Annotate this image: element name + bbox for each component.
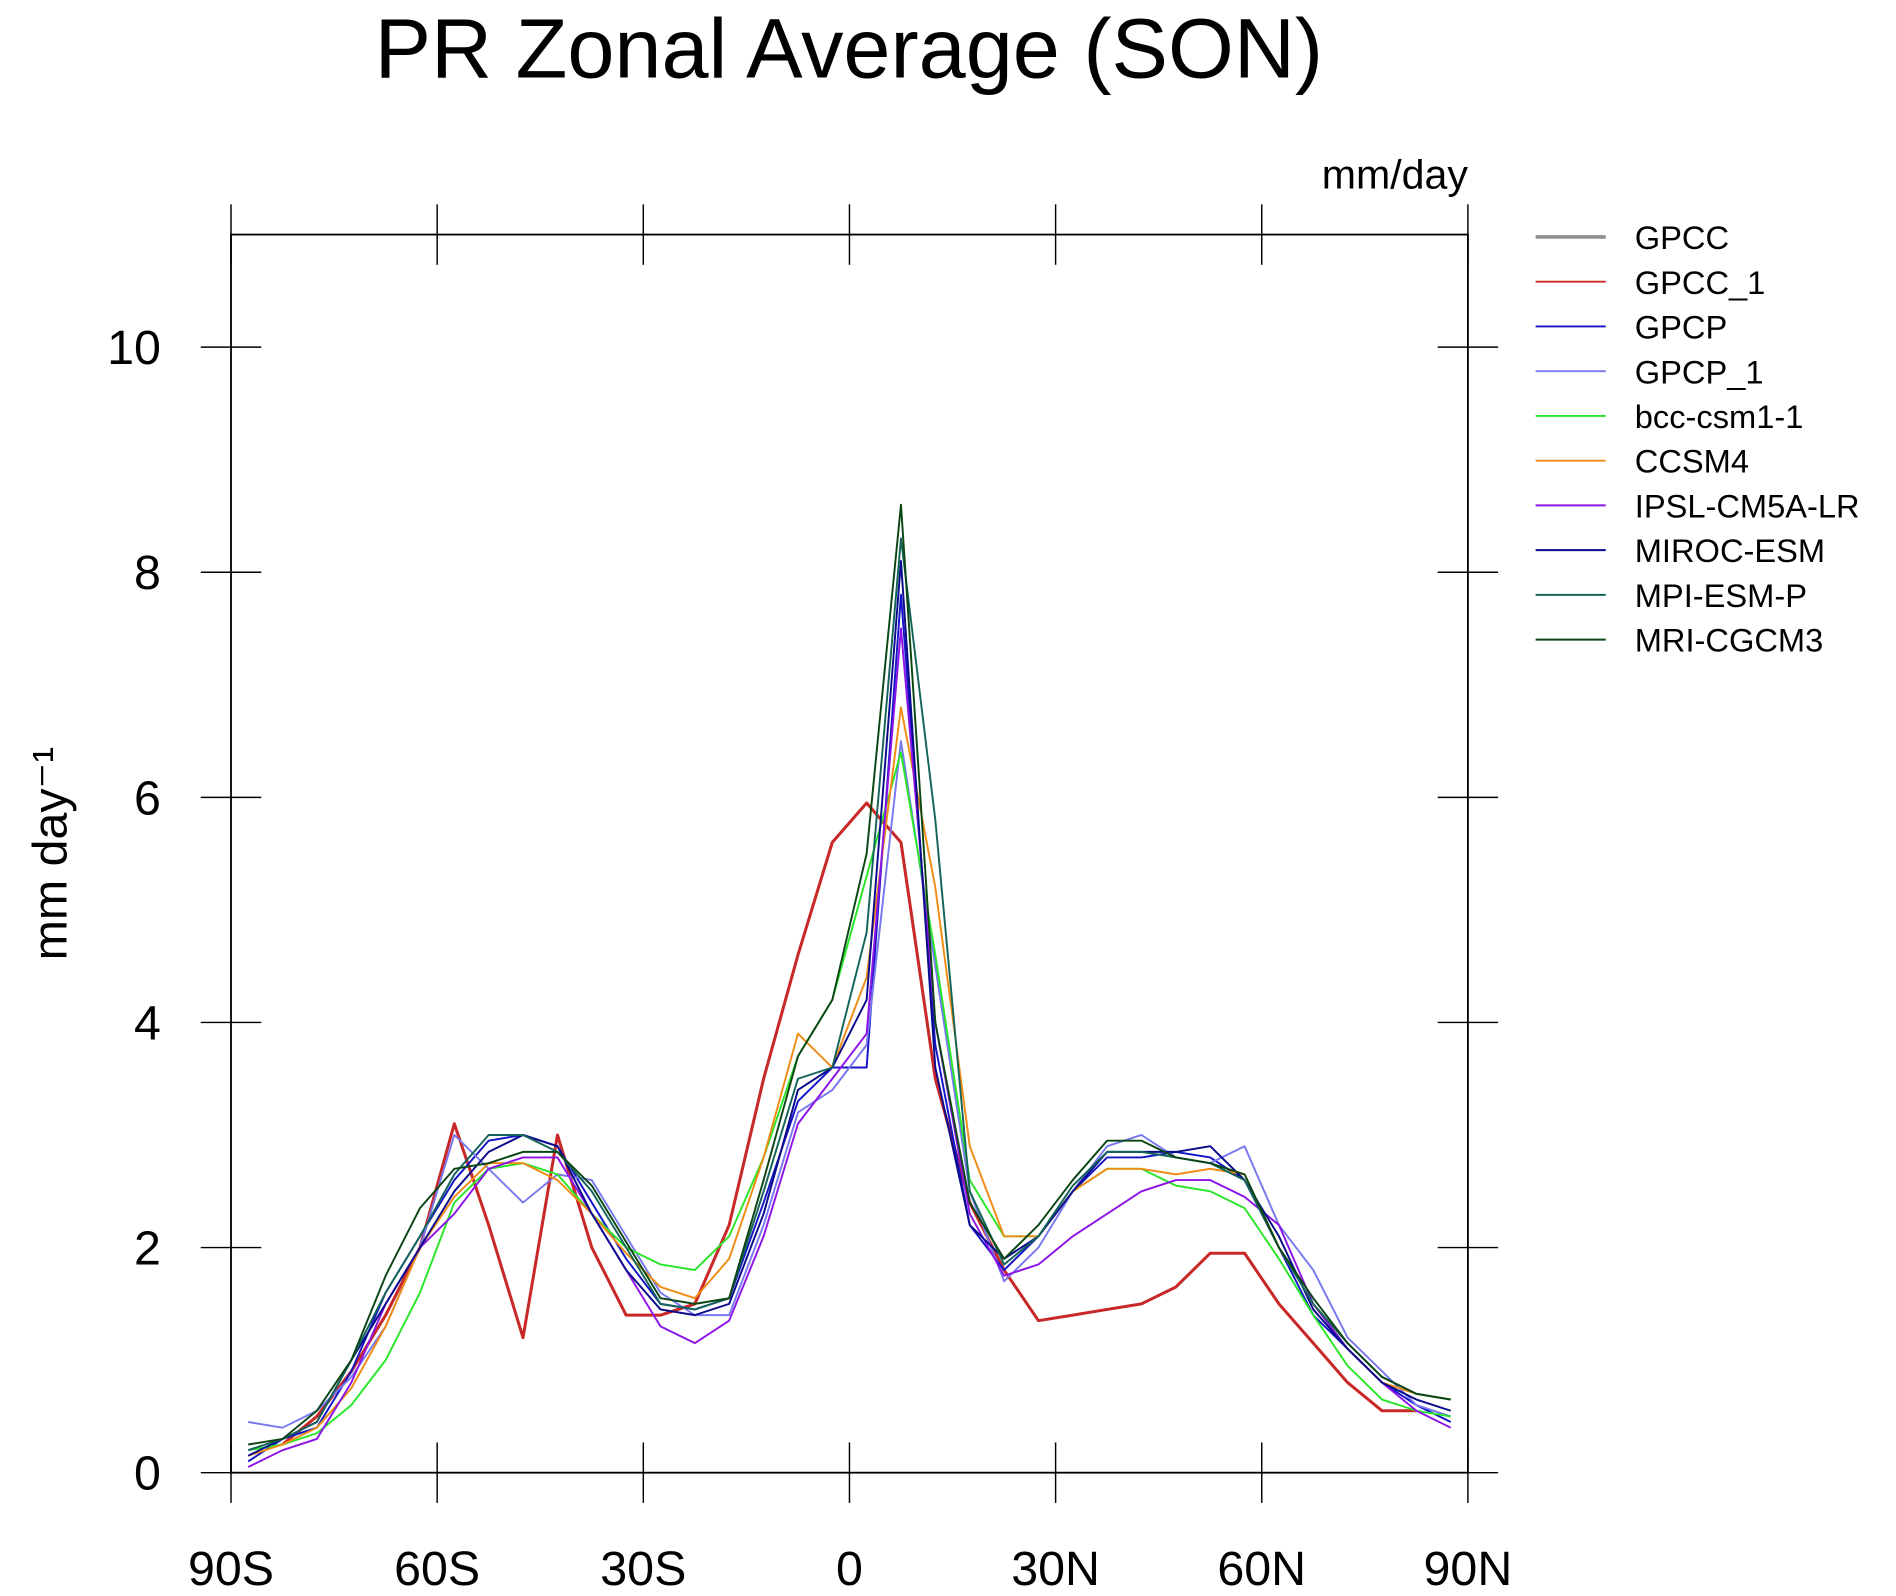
legend-label: CCSM4 <box>1635 443 1749 480</box>
series-line <box>248 740 1452 1429</box>
x-tick-label: 60S <box>394 1542 480 1596</box>
legend-label: GPCC_1 <box>1635 264 1766 301</box>
series-line <box>247 706 1451 1457</box>
legend-label: IPSL-CM5A-LR <box>1635 487 1860 524</box>
legend-label: GPCC <box>1635 219 1729 256</box>
legend-label: MRI-CGCM3 <box>1635 622 1824 659</box>
series-line <box>248 751 1451 1452</box>
series-line <box>247 593 1452 1463</box>
y-tick-label: 8 <box>134 546 161 600</box>
y-tick-label: 10 <box>107 321 161 375</box>
y-tick-label: 6 <box>134 771 161 825</box>
y-tick-label: 2 <box>134 1221 161 1275</box>
legend-label: MIROC-ESM <box>1635 532 1825 569</box>
legend-label: MPI-ESM-P <box>1635 577 1807 614</box>
series-line <box>281 801 1417 1446</box>
series-line <box>248 503 1451 1446</box>
chart-title: PR Zonal Average (SON) <box>375 0 1324 95</box>
x-tick-label: 60N <box>1217 1542 1306 1596</box>
legend-label: bcc-csm1-1 <box>1635 398 1804 435</box>
units-label: mm/day <box>1322 152 1469 198</box>
legend-label: GPCP_1 <box>1635 353 1764 390</box>
series-line <box>247 560 1452 1457</box>
legend-label: GPCP <box>1635 309 1727 346</box>
series-line <box>247 627 1452 1468</box>
y-tick-label: 0 <box>134 1447 161 1501</box>
x-tick-label: 90N <box>1424 1542 1513 1596</box>
y-tick-label: 4 <box>134 996 161 1050</box>
x-tick-label: 30S <box>600 1542 686 1596</box>
x-tick-label: 0 <box>836 1542 863 1596</box>
y-axis-label: mm day⁻¹ <box>24 747 78 961</box>
series-line <box>247 537 1451 1452</box>
x-tick-label: 90S <box>188 1542 274 1596</box>
x-tick-label: 30N <box>1011 1542 1100 1596</box>
plot-frame <box>230 233 1469 1474</box>
